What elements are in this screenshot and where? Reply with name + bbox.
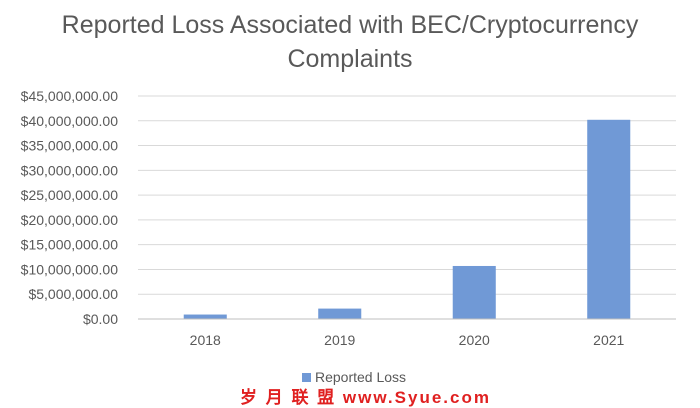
gridlines: [138, 95, 676, 295]
legend: Reported Loss: [302, 368, 406, 386]
bar-2021: [587, 119, 631, 319]
x-tick-label-2020: 2020: [459, 332, 490, 348]
y-tick-label: $25,000,000.00: [21, 187, 119, 203]
y-tick-label: $45,000,000.00: [21, 88, 119, 104]
legend-label-reported-loss: Reported Loss: [315, 369, 407, 385]
chart-title: Reported Loss Associated with BEC/Crypto…: [0, 8, 700, 76]
x-tick-label-2018: 2018: [190, 332, 221, 348]
x-tick-label-2021: 2021: [593, 332, 624, 348]
y-tick-label: $0.00: [83, 311, 118, 327]
bar-2020: [452, 265, 496, 319]
y-tick-label: $5,000,000.00: [28, 286, 118, 302]
bar-2018: [183, 314, 227, 319]
watermark: 岁 月 联 盟 www.Syue.com: [240, 388, 491, 407]
y-tick-label: $10,000,000.00: [21, 261, 119, 277]
y-tick-label: $15,000,000.00: [21, 237, 119, 253]
chart-title-line-1: Reported Loss Associated with BEC/Crypto…: [61, 11, 639, 39]
y-tick-label: $20,000,000.00: [21, 212, 119, 228]
y-tick-label: $30,000,000.00: [21, 162, 119, 178]
x-axis-tick-labels: 2018 2019 2020 2021: [190, 332, 625, 348]
legend-swatch-reported-loss: [302, 372, 311, 382]
y-tick-label: $40,000,000.00: [21, 113, 119, 129]
y-axis-tick-labels: $0.00 $5,000,000.00 $10,000,000.00 $15,000,…: [21, 88, 119, 327]
bar-2019: [318, 308, 362, 319]
y-tick-label: $35,000,000.00: [21, 138, 119, 154]
x-tick-label-2019: 2019: [324, 332, 355, 348]
chart-title-line-2: Complaints: [287, 45, 413, 73]
bars: [183, 119, 631, 319]
